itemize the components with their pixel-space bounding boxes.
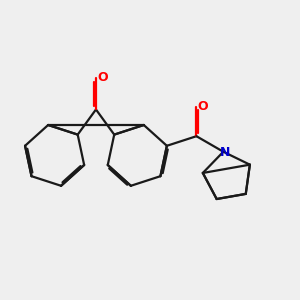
Text: O: O — [198, 100, 208, 112]
Text: O: O — [98, 71, 108, 84]
Text: N: N — [220, 146, 230, 159]
